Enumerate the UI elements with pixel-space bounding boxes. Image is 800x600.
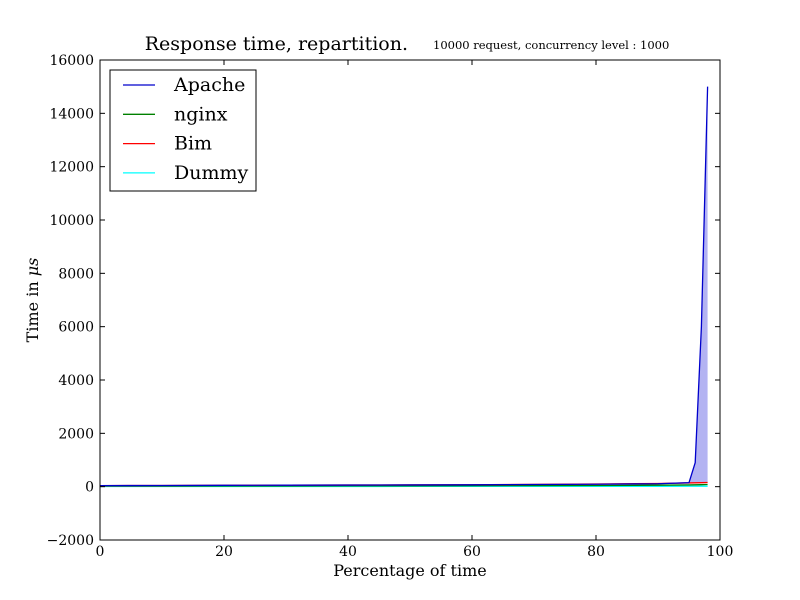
x-tick-label: 60 [463,544,481,560]
y-tick-label: 2000 [58,426,94,442]
y-tick-label: 16000 [49,53,94,69]
y-tick-label: −2000 [47,533,94,549]
legend-box [109,69,257,192]
legend-label-nginx: nginx [174,103,228,125]
x-tick-label: 100 [707,544,734,560]
y-tick-label: 6000 [58,320,94,336]
y-tick-label: 0 [85,480,94,496]
chart-subtitle: 10000 request, concurrency level : 1000 [433,38,669,52]
x-axis-label: Percentage of time [333,561,487,580]
axis-ticks [99,59,721,541]
legend-label-dummy: Dummy [174,162,249,184]
series-line-apache [99,86,709,487]
y-axis-label-unit: μs [23,258,42,277]
legend-label-apache: Apache [173,74,245,96]
y-tick-label: 8000 [58,266,94,282]
plot-frame [99,59,721,541]
y-tick-label: 14000 [49,106,94,122]
x-tick-label: 20 [215,544,233,560]
y-axis-label: Time in μs [23,258,42,343]
x-tick-labels: 0 20 40 60 80 100 [96,544,734,560]
y-axis-label-prefix: Time in [23,276,42,342]
x-tick-label: 0 [96,544,105,560]
series-line-nginx [99,483,708,487]
y-tick-label: 10000 [49,213,94,229]
y-tick-labels: −2000 0 2000 4000 6000 8000 10000 12000 14000 160… [47,53,94,549]
x-tick-label: 40 [339,544,357,560]
y-tick-label: 4000 [58,373,94,389]
legend-label-bim: Bim [174,133,212,155]
series-lines [99,86,709,488]
legend: Apache nginx Bim Dummy [109,69,257,192]
chart-title: Response time, repartition. [145,33,408,55]
legend-entries: Apache nginx Bim Dummy [123,74,249,184]
x-tick-label: 80 [587,544,605,560]
y-tick-label: 12000 [49,160,94,176]
